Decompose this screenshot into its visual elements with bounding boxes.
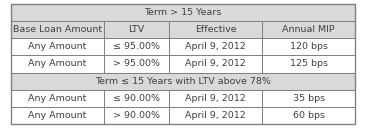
Text: 60 bps: 60 bps: [292, 111, 325, 120]
Bar: [11, 107, 104, 124]
Bar: [11, 73, 355, 90]
Bar: [104, 21, 169, 38]
Text: ≤ 95.00%: ≤ 95.00%: [113, 42, 160, 51]
Text: Annual MIP: Annual MIP: [282, 25, 335, 34]
Text: Base Loan Amount: Base Loan Amount: [13, 25, 102, 34]
Text: Any Amount: Any Amount: [28, 94, 87, 103]
Text: April 9, 2012: April 9, 2012: [185, 42, 246, 51]
Bar: [169, 21, 262, 38]
Text: Effective: Effective: [195, 25, 236, 34]
Bar: [169, 90, 262, 107]
Bar: [104, 55, 169, 73]
Text: Any Amount: Any Amount: [28, 60, 87, 68]
Bar: [169, 38, 262, 55]
Bar: [262, 38, 355, 55]
Bar: [262, 107, 355, 124]
Text: > 95.00%: > 95.00%: [113, 60, 160, 68]
Text: LTV: LTV: [128, 25, 145, 34]
Bar: [11, 4, 355, 21]
Text: April 9, 2012: April 9, 2012: [185, 94, 246, 103]
Text: 120 bps: 120 bps: [290, 42, 328, 51]
Text: April 9, 2012: April 9, 2012: [185, 60, 246, 68]
Bar: [169, 107, 262, 124]
Bar: [104, 107, 169, 124]
Bar: [11, 55, 104, 73]
Text: 35 bps: 35 bps: [292, 94, 325, 103]
Text: Any Amount: Any Amount: [28, 111, 87, 120]
Bar: [104, 90, 169, 107]
Text: ≤ 90.00%: ≤ 90.00%: [113, 94, 160, 103]
Text: April 9, 2012: April 9, 2012: [185, 111, 246, 120]
Text: Term ≤ 15 Years with LTV above 78%: Term ≤ 15 Years with LTV above 78%: [95, 77, 271, 86]
Bar: [11, 21, 104, 38]
Text: 125 bps: 125 bps: [290, 60, 328, 68]
Bar: [169, 55, 262, 73]
Text: > 90.00%: > 90.00%: [113, 111, 160, 120]
Bar: [11, 90, 104, 107]
Bar: [104, 38, 169, 55]
Text: Term > 15 Years: Term > 15 Years: [144, 8, 222, 17]
Bar: [262, 21, 355, 38]
Text: Any Amount: Any Amount: [28, 42, 87, 51]
Bar: [11, 38, 104, 55]
Bar: [262, 55, 355, 73]
Bar: [262, 90, 355, 107]
